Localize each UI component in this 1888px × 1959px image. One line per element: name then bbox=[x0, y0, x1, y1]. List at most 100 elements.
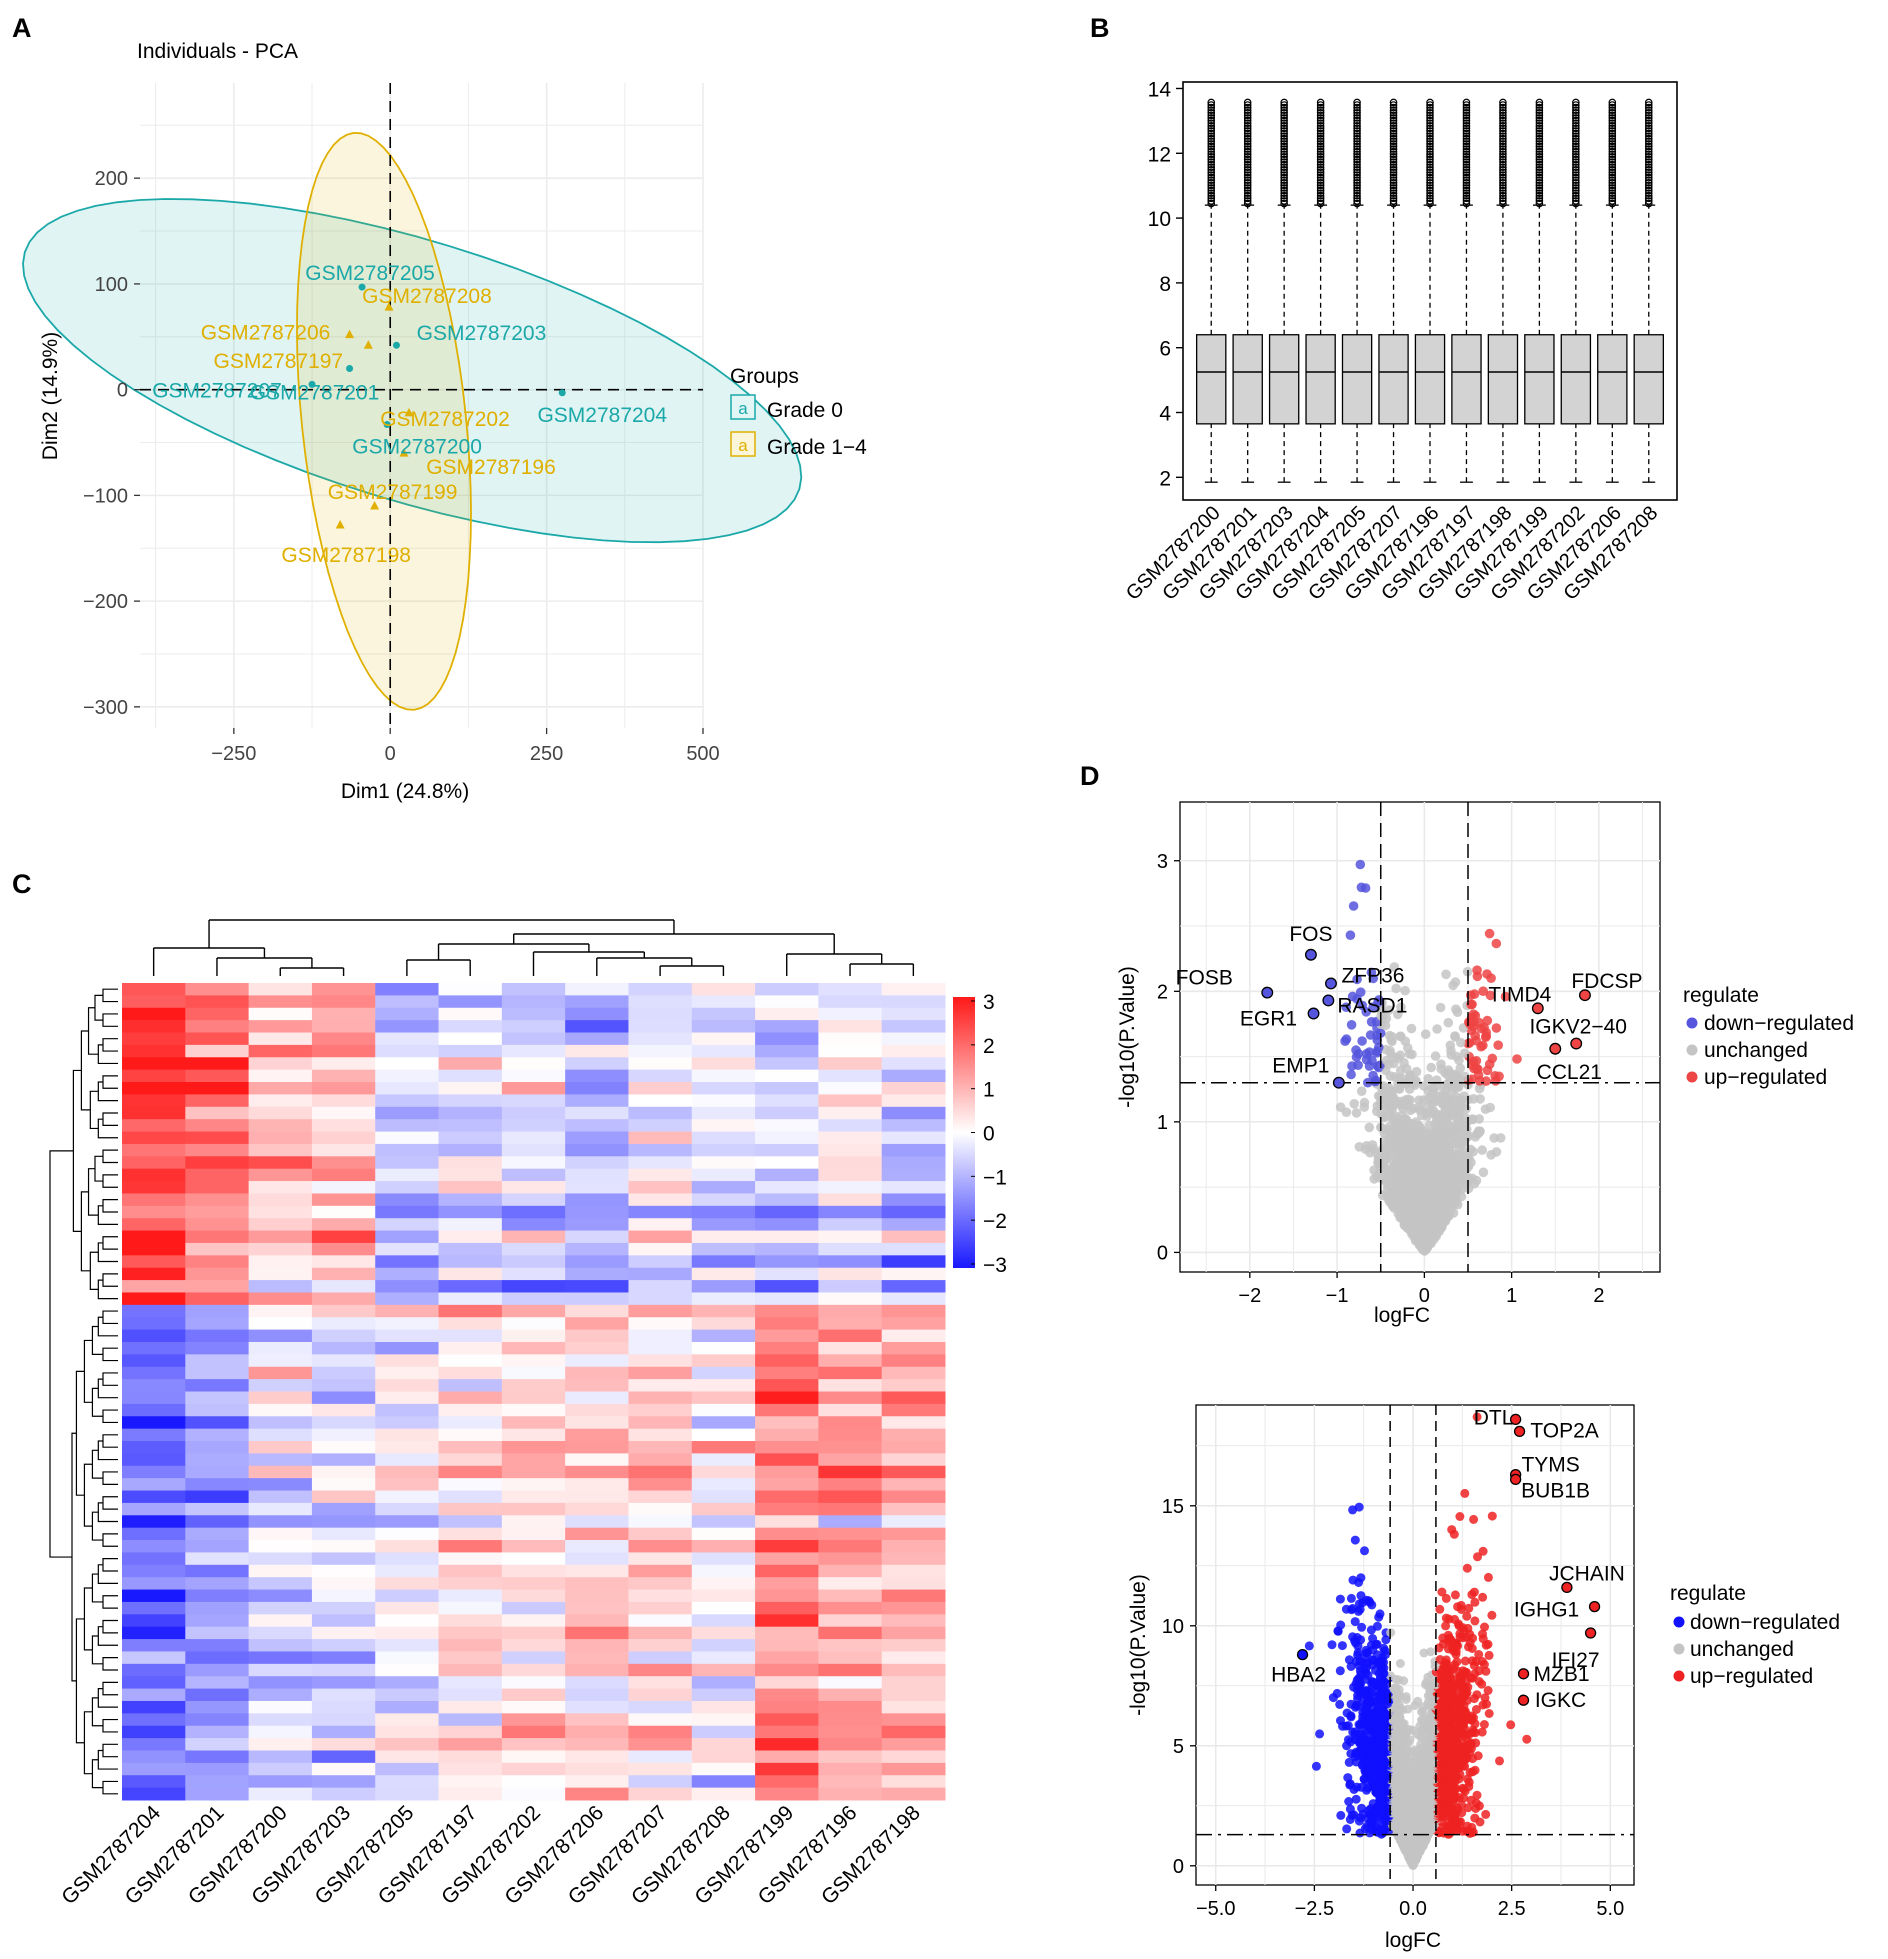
heatmap-cell bbox=[818, 1540, 883, 1553]
heatmap-cell bbox=[818, 1416, 883, 1430]
volcano-top-point bbox=[1491, 938, 1502, 949]
heatmap-cell bbox=[628, 1304, 693, 1318]
box-outlier bbox=[1608, 189, 1617, 197]
box-outlier bbox=[1572, 194, 1580, 203]
heatmap-cell bbox=[248, 1787, 313, 1801]
heatmap-cell bbox=[185, 1465, 250, 1479]
box-outlier bbox=[1353, 163, 1361, 172]
box-outlier bbox=[1572, 142, 1580, 151]
heatmap-cell bbox=[691, 1119, 756, 1133]
heatmap-cell bbox=[691, 1589, 756, 1603]
row-dendrogram-link bbox=[102, 1149, 118, 1164]
volcano-top-y-tick-label: 2 bbox=[1157, 981, 1168, 1003]
heatmap-cell bbox=[691, 1762, 756, 1776]
heatmap-cell bbox=[691, 1490, 756, 1504]
box-outlier bbox=[1499, 101, 1507, 109]
heatmap-cell bbox=[311, 1094, 376, 1108]
heatmap-cell bbox=[755, 1304, 819, 1318]
box-outlier bbox=[1462, 191, 1471, 200]
heatmap-cell bbox=[185, 1762, 250, 1776]
heatmap-cell bbox=[628, 1205, 693, 1219]
pca-ellipses bbox=[22, 131, 803, 711]
heatmap-cell bbox=[881, 1032, 946, 1046]
heatmap-cell bbox=[248, 1676, 313, 1690]
heatmap-cell bbox=[438, 1453, 503, 1467]
heatmap-cell bbox=[438, 1205, 503, 1219]
heatmap-cell bbox=[818, 1775, 883, 1789]
box-outlier bbox=[1353, 153, 1361, 161]
box-outlier bbox=[1243, 153, 1252, 161]
volcano-top-gene-label: EMP1 bbox=[1272, 1055, 1329, 1078]
volcano-top-highlight-point bbox=[1307, 1007, 1320, 1020]
heatmap-cell bbox=[755, 1614, 819, 1628]
volcano-top-point bbox=[1348, 901, 1359, 911]
heatmap-cell bbox=[501, 1651, 566, 1665]
heatmap-cell bbox=[375, 1750, 440, 1764]
box-outlier bbox=[1353, 119, 1361, 127]
heatmap-cell bbox=[311, 1738, 376, 1751]
box-outlier bbox=[1608, 124, 1617, 133]
heatmap-cell bbox=[818, 1527, 883, 1541]
volcano-top-point bbox=[1406, 1023, 1417, 1034]
heatmap-cell bbox=[248, 1441, 313, 1454]
box-outlier bbox=[1389, 194, 1398, 203]
heatmap-cell bbox=[375, 1292, 440, 1306]
volcano-top-point bbox=[1473, 1126, 1484, 1136]
box-outlier bbox=[1353, 101, 1361, 109]
heatmap-cell bbox=[755, 1218, 819, 1232]
heatmap-cell bbox=[501, 1255, 566, 1269]
volcano-top-point bbox=[1351, 1045, 1361, 1055]
volcano-top-y-tick-label: 1 bbox=[1157, 1112, 1168, 1134]
box-outlier bbox=[1462, 181, 1471, 190]
box-outlier bbox=[1316, 121, 1325, 130]
box-outlier bbox=[1462, 186, 1471, 195]
heatmap-cell bbox=[628, 1750, 693, 1764]
box-outlier bbox=[1499, 168, 1507, 177]
heatmap-cell bbox=[628, 1478, 693, 1492]
box-outlier bbox=[1280, 142, 1288, 151]
heatmap-cell bbox=[311, 1304, 376, 1318]
heatmap-cell bbox=[628, 1218, 693, 1232]
heatmap-cell bbox=[818, 1651, 883, 1665]
box-outlier bbox=[1316, 194, 1325, 203]
heatmap-cell bbox=[818, 1119, 883, 1133]
box-outlier bbox=[1389, 197, 1398, 205]
heatmap-cell bbox=[818, 1391, 883, 1405]
heatmap-cell bbox=[628, 1663, 693, 1677]
box-outlier bbox=[1426, 189, 1434, 197]
heatmap-cell bbox=[628, 1552, 693, 1566]
heatmap-cell bbox=[881, 1044, 946, 1058]
pca-legend-glyph-grade0: a bbox=[738, 399, 748, 418]
box-outlier bbox=[1644, 106, 1653, 114]
heatmap-cell bbox=[185, 1639, 250, 1652]
box-outlier bbox=[1389, 158, 1398, 166]
row-dendrogram-link bbox=[97, 1279, 118, 1300]
box-outlier bbox=[1207, 181, 1216, 190]
box-outlier bbox=[1207, 197, 1216, 205]
heatmap-cell bbox=[248, 995, 313, 1009]
box-outlier bbox=[1316, 153, 1325, 161]
heatmap-cell bbox=[375, 1082, 440, 1095]
box-outlier bbox=[1316, 171, 1325, 179]
heatmap-cell bbox=[565, 1564, 629, 1578]
heatmap-cell bbox=[818, 1007, 883, 1021]
heatmap-cell bbox=[755, 1057, 819, 1071]
heatmap-cell bbox=[501, 1589, 566, 1603]
heatmap-cell bbox=[375, 1577, 440, 1591]
box-outlier bbox=[1243, 145, 1252, 153]
heatmap-cell bbox=[628, 1527, 693, 1541]
heatmap-cell bbox=[818, 1515, 883, 1529]
box-outlier bbox=[1426, 186, 1434, 195]
heatmap-cell bbox=[438, 1032, 503, 1046]
heatmap-cell bbox=[438, 1069, 503, 1083]
heatmap-cell bbox=[248, 1453, 313, 1467]
box-outlier bbox=[1462, 137, 1471, 146]
row-dendrogram-link bbox=[102, 1174, 118, 1188]
heatmap-cell bbox=[565, 983, 629, 996]
heatmap-cell bbox=[565, 1515, 629, 1529]
heatmap-cell bbox=[818, 1366, 883, 1380]
box-outlier bbox=[1207, 163, 1216, 172]
heatmap-cell bbox=[691, 1391, 756, 1405]
heatmap-cell bbox=[628, 1020, 693, 1034]
box-outlier bbox=[1426, 145, 1434, 153]
